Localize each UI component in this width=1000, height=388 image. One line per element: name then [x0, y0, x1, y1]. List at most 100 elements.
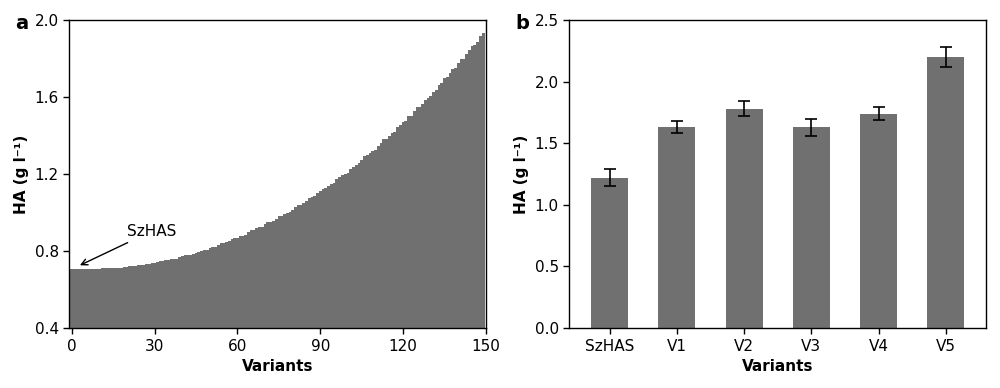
Bar: [385, 139, 388, 388]
Bar: [429, 96, 432, 388]
Bar: [311, 197, 313, 388]
Bar: [454, 68, 457, 388]
Bar: [471, 46, 473, 388]
Bar: [236, 238, 239, 388]
Bar: [220, 243, 222, 388]
Bar: [104, 268, 106, 388]
Bar: [225, 242, 228, 388]
Y-axis label: HA (g l⁻¹): HA (g l⁻¹): [514, 134, 529, 214]
Bar: [112, 268, 115, 388]
Bar: [418, 107, 421, 388]
Bar: [258, 227, 261, 388]
Bar: [286, 213, 289, 388]
Bar: [280, 216, 283, 388]
X-axis label: Variants: Variants: [742, 359, 813, 374]
Bar: [473, 45, 476, 388]
Bar: [126, 267, 128, 388]
Bar: [462, 59, 465, 388]
Bar: [468, 50, 471, 388]
Bar: [322, 189, 324, 388]
Bar: [319, 191, 322, 388]
Bar: [239, 236, 242, 388]
Bar: [184, 255, 186, 388]
Bar: [195, 253, 197, 388]
Bar: [95, 269, 98, 388]
Bar: [391, 133, 393, 388]
Bar: [266, 222, 269, 388]
Bar: [416, 107, 418, 388]
Bar: [250, 230, 253, 388]
Bar: [291, 210, 294, 388]
Bar: [658, 127, 695, 328]
Bar: [327, 186, 330, 388]
Bar: [424, 100, 427, 388]
Bar: [324, 188, 327, 388]
Bar: [479, 36, 482, 388]
Bar: [167, 260, 170, 388]
Bar: [338, 177, 341, 388]
Bar: [793, 127, 830, 328]
Bar: [313, 196, 316, 388]
Bar: [159, 262, 162, 388]
Bar: [228, 241, 231, 388]
Bar: [591, 178, 628, 328]
Bar: [148, 263, 151, 388]
Bar: [451, 69, 454, 388]
Bar: [142, 265, 145, 388]
Bar: [233, 238, 236, 388]
Bar: [297, 205, 300, 388]
Bar: [82, 269, 84, 388]
Bar: [308, 198, 311, 388]
Bar: [73, 269, 76, 388]
Bar: [255, 228, 258, 388]
Bar: [145, 264, 148, 388]
Bar: [253, 230, 255, 388]
Bar: [349, 170, 352, 388]
Bar: [178, 257, 181, 388]
Bar: [333, 183, 335, 388]
Bar: [377, 146, 380, 388]
Bar: [449, 73, 451, 388]
Bar: [79, 269, 82, 388]
Bar: [305, 201, 308, 388]
Bar: [482, 33, 485, 388]
Bar: [352, 167, 355, 388]
Bar: [435, 90, 438, 388]
Bar: [93, 269, 95, 388]
Bar: [84, 269, 87, 388]
Bar: [206, 249, 209, 388]
Bar: [374, 150, 377, 388]
Bar: [371, 151, 374, 388]
Bar: [269, 222, 272, 388]
Bar: [76, 269, 79, 388]
Bar: [173, 259, 175, 388]
Bar: [120, 268, 123, 388]
Bar: [192, 255, 195, 388]
Bar: [214, 247, 217, 388]
Bar: [200, 251, 203, 388]
Bar: [101, 268, 104, 388]
Bar: [170, 260, 173, 388]
Bar: [106, 268, 109, 388]
Bar: [421, 104, 424, 388]
Bar: [316, 193, 319, 388]
Bar: [134, 266, 137, 388]
Bar: [388, 135, 391, 388]
Bar: [186, 255, 189, 388]
Bar: [440, 83, 443, 388]
Bar: [275, 219, 278, 388]
Bar: [382, 139, 385, 388]
Bar: [457, 63, 460, 388]
Bar: [181, 256, 184, 388]
Bar: [443, 78, 446, 388]
Bar: [380, 144, 382, 388]
Bar: [175, 259, 178, 388]
Bar: [369, 153, 371, 388]
Bar: [341, 175, 344, 388]
Bar: [927, 57, 964, 328]
Y-axis label: HA (g l⁻¹): HA (g l⁻¹): [14, 134, 29, 214]
Bar: [860, 114, 897, 328]
Bar: [347, 173, 349, 388]
Bar: [137, 265, 139, 388]
Bar: [407, 116, 410, 388]
